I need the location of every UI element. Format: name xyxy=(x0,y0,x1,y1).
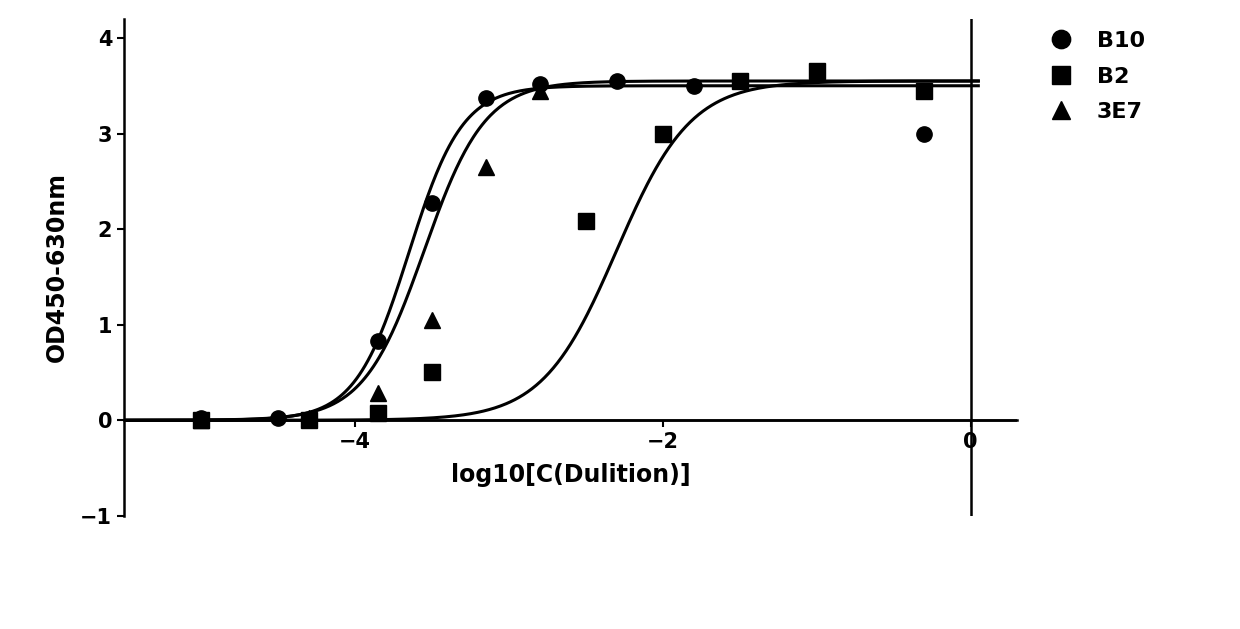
B2 xyxy=(301,416,316,424)
Line: B10: B10 xyxy=(193,74,932,426)
B2 xyxy=(655,130,670,137)
B2 xyxy=(733,77,748,85)
B2 xyxy=(424,369,439,376)
B10 xyxy=(479,94,494,102)
B2 xyxy=(578,218,593,225)
3E7 xyxy=(479,163,494,170)
3E7 xyxy=(532,87,547,94)
Legend: B10, B2, 3E7: B10, B2, 3E7 xyxy=(1028,20,1156,133)
B2 xyxy=(193,416,208,424)
B10 xyxy=(371,337,386,345)
Y-axis label: OD450-630nm: OD450-630nm xyxy=(45,172,69,362)
B10 xyxy=(532,80,547,87)
B10 xyxy=(918,130,932,137)
B10 xyxy=(609,77,624,85)
B10 xyxy=(193,415,208,422)
B10 xyxy=(424,199,439,207)
3E7 xyxy=(424,316,439,324)
B10 xyxy=(686,82,701,89)
X-axis label: log10[C(Dulition)]: log10[C(Dulition)] xyxy=(450,463,691,487)
B2 xyxy=(371,409,386,416)
B2 xyxy=(810,68,825,75)
B2 xyxy=(918,87,932,94)
3E7 xyxy=(301,415,316,422)
B10 xyxy=(270,415,285,422)
3E7 xyxy=(193,416,208,424)
3E7 xyxy=(371,390,386,398)
Line: 3E7: 3E7 xyxy=(193,83,547,428)
Line: B2: B2 xyxy=(193,64,932,428)
